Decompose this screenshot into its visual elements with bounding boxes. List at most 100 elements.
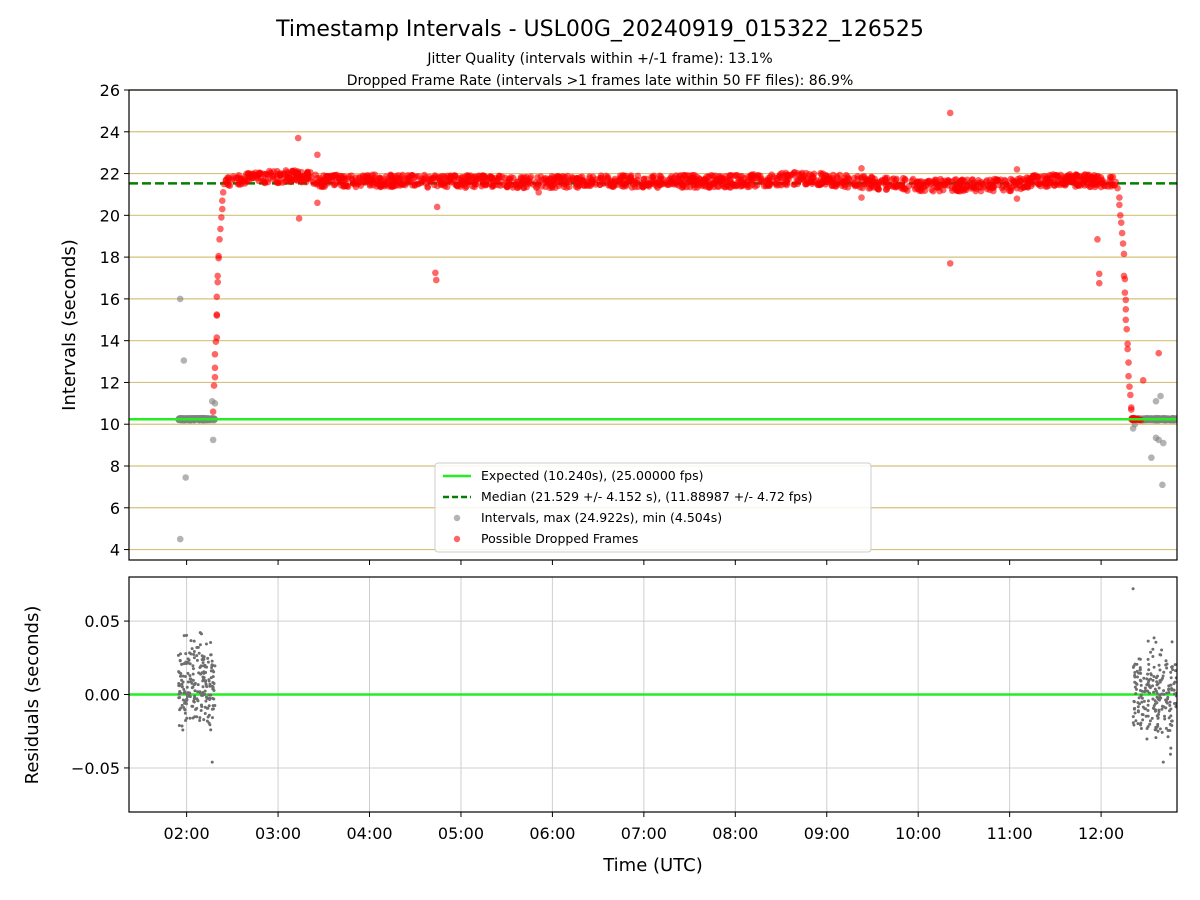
residual-point <box>1139 694 1143 698</box>
residual-point <box>1163 717 1167 721</box>
residual-point <box>1169 714 1173 718</box>
dropped-frame-point <box>424 183 432 190</box>
dropped-frame-point <box>462 184 469 192</box>
residual-point <box>177 682 181 686</box>
dropped-frame-point <box>1043 175 1051 182</box>
residual-point <box>191 678 195 682</box>
dropped-frame-point <box>292 170 300 178</box>
residual-point <box>1159 696 1163 700</box>
residual-point <box>184 652 188 656</box>
residual-point <box>180 685 184 689</box>
residual-point <box>204 695 208 699</box>
dropped-frame-point <box>516 181 524 189</box>
dropped-frame-point <box>557 174 564 182</box>
residual-point <box>1140 700 1144 704</box>
residual-point <box>188 662 192 666</box>
dropped-frame-point <box>304 168 312 176</box>
bottom-plot-area <box>129 587 1177 764</box>
bottom-x-tick-label: 05:00 <box>438 824 484 843</box>
top-y-tick-label: 24 <box>100 123 120 142</box>
dropped-frame-point <box>1013 166 1021 173</box>
dropped-frame-point <box>209 408 217 415</box>
dropped-frame-point <box>1124 345 1131 353</box>
residual-point <box>1154 640 1158 644</box>
top-y-tick-label: 10 <box>100 415 120 434</box>
residual-point <box>195 658 199 662</box>
dropped-frame-point <box>878 177 885 185</box>
residual-point <box>1165 666 1169 670</box>
dropped-frame-point <box>510 174 517 182</box>
dropped-frame-point <box>937 175 944 183</box>
dropped-frame-point <box>1122 316 1130 324</box>
top-y-tick-label: 18 <box>100 248 120 267</box>
residual-point <box>179 671 183 675</box>
dropped-frame-point <box>1090 171 1098 179</box>
dropped-frame-point <box>713 176 721 184</box>
dropped-frame-point <box>489 181 496 188</box>
residual-point <box>1172 688 1176 692</box>
dropped-frame-point <box>860 173 868 180</box>
residual-point <box>181 674 185 678</box>
residual-point <box>1173 669 1177 673</box>
residual-point <box>200 654 204 658</box>
residual-point <box>204 679 208 683</box>
dropped-frame-point <box>912 179 920 186</box>
residual-point <box>181 728 185 732</box>
dropped-frame-point <box>1019 184 1027 191</box>
residual-point <box>1143 686 1147 690</box>
dropped-frame-point <box>546 184 554 192</box>
residual-point <box>1146 672 1150 676</box>
residual-point <box>191 664 195 668</box>
residual-point <box>195 654 199 658</box>
dropped-frame-point <box>957 179 965 186</box>
residual-point <box>1134 681 1138 685</box>
residual-point <box>1144 707 1148 711</box>
dropped-frame-point <box>489 175 496 183</box>
residual-point <box>1134 719 1138 723</box>
residual-point <box>183 711 187 715</box>
residual-point <box>1152 707 1156 711</box>
residual-point <box>1131 587 1135 591</box>
dropped-frame-point <box>963 176 971 184</box>
residual-point <box>1136 705 1140 709</box>
dropped-frame-point <box>359 172 367 179</box>
residual-point <box>1155 701 1159 705</box>
top-y-axis-label: Intervals (seconds) <box>59 239 80 411</box>
bottom-y-tick-label: 0.00 <box>84 686 120 705</box>
residual-point <box>1133 675 1137 679</box>
residual-point <box>201 677 205 681</box>
residual-point <box>208 696 212 700</box>
residual-point <box>210 707 214 711</box>
dropped-frame-point <box>625 177 632 184</box>
residual-point <box>1132 699 1136 703</box>
residual-point <box>1168 709 1172 713</box>
dropped-frame-point <box>760 182 768 190</box>
interval-point <box>1148 454 1155 461</box>
residual-point <box>203 692 207 696</box>
residual-point <box>213 704 217 708</box>
residual-point <box>1131 715 1135 719</box>
dropped-frame-point <box>1124 340 1131 348</box>
dropped-frame-point <box>1121 289 1129 296</box>
residual-point <box>183 707 187 711</box>
interval-point <box>176 295 184 303</box>
interval-point <box>182 474 189 481</box>
residual-point <box>204 642 208 646</box>
residual-point <box>1146 699 1150 703</box>
residual-point <box>1157 663 1161 667</box>
dropped-frame-point <box>946 260 954 267</box>
residual-point <box>1156 696 1160 700</box>
residual-point <box>196 698 200 702</box>
dropped-frame-point <box>457 176 465 184</box>
dropped-frame-point <box>1122 296 1130 304</box>
residual-point <box>207 704 211 708</box>
residual-point <box>1160 730 1164 734</box>
residual-point <box>179 691 183 695</box>
dropped-frame-point <box>1007 187 1014 194</box>
dropped-frame-point <box>365 177 372 184</box>
dropped-frame-point <box>770 173 778 181</box>
dropped-frame-point <box>294 134 302 142</box>
dropped-frame-point <box>443 177 451 185</box>
dropped-frame-point <box>273 179 281 186</box>
residual-point <box>1143 690 1147 694</box>
